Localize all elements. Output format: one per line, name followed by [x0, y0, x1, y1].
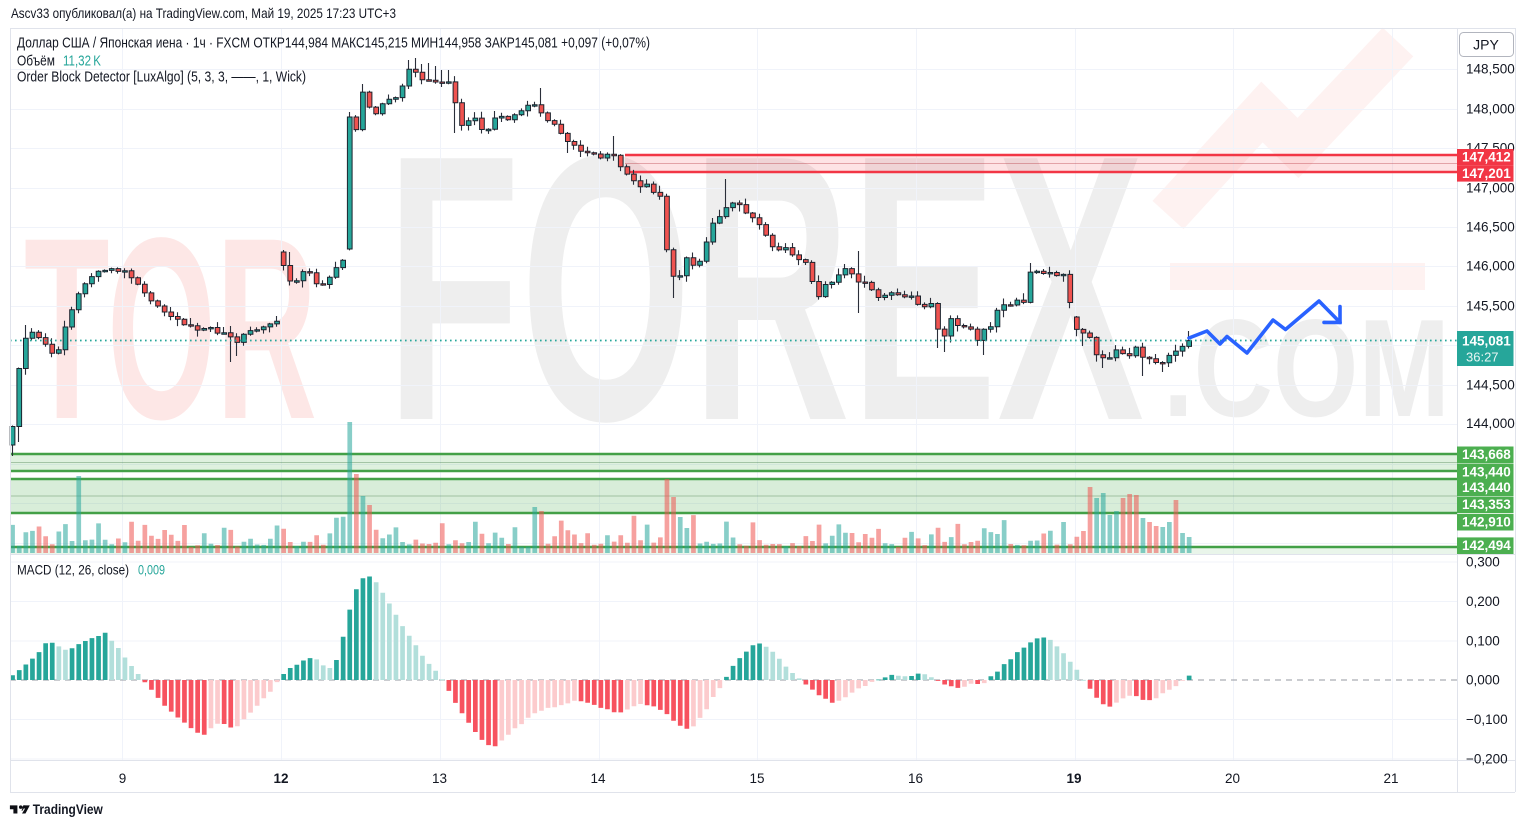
svg-text:36:27: 36:27 — [1466, 350, 1499, 365]
svg-text:Доллар США / Японская иена · 1: Доллар США / Японская иена · 1ч · FXCM О… — [17, 36, 650, 52]
svg-text:144,000: 144,000 — [1466, 416, 1515, 431]
svg-text:0,000: 0,000 — [1466, 673, 1500, 688]
svg-text:148,000: 148,000 — [1466, 102, 1515, 117]
svg-text:21: 21 — [1383, 771, 1398, 786]
svg-text:JPY: JPY — [1473, 37, 1499, 53]
svg-text:16: 16 — [908, 771, 923, 786]
svg-text:147,412: 147,412 — [1462, 150, 1511, 165]
svg-text:145,500: 145,500 — [1466, 299, 1515, 314]
svg-text:Объём: Объём — [17, 54, 55, 70]
svg-text:15: 15 — [749, 771, 764, 786]
svg-text:TradingView: TradingView — [33, 802, 103, 817]
svg-text:142,494: 142,494 — [1462, 538, 1511, 553]
svg-text:143,440: 143,440 — [1462, 464, 1511, 479]
svg-text:0,200: 0,200 — [1466, 594, 1500, 609]
svg-text:147,201: 147,201 — [1462, 166, 1511, 181]
svg-text:12: 12 — [273, 771, 288, 786]
svg-text:144,500: 144,500 — [1466, 377, 1515, 392]
svg-text:FOREX: FOREX — [386, 77, 1145, 500]
svg-text:MACD (12, 26, close): MACD (12, 26, close) — [17, 562, 129, 578]
svg-text:Ascv33 опубликовал(а) на Tradi: Ascv33 опубликовал(а) на TradingView.com… — [11, 5, 396, 21]
svg-text:14: 14 — [590, 771, 606, 786]
svg-text:0,100: 0,100 — [1466, 634, 1500, 649]
svg-text:11,32 K: 11,32 K — [63, 54, 101, 70]
svg-text:143,353: 143,353 — [1462, 497, 1511, 512]
svg-text:146,000: 146,000 — [1466, 259, 1515, 274]
svg-text:0,009: 0,009 — [138, 562, 165, 578]
svg-text:19: 19 — [1066, 771, 1081, 786]
svg-text:Order Block Detector [LuxAlgo]: Order Block Detector [LuxAlgo] (5, 3, 3,… — [17, 70, 306, 86]
svg-text:147,000: 147,000 — [1466, 181, 1515, 196]
svg-text:20: 20 — [1225, 771, 1240, 786]
svg-text:13: 13 — [432, 771, 447, 786]
svg-text:−0,200: −0,200 — [1466, 752, 1508, 767]
svg-text:143,440: 143,440 — [1462, 480, 1511, 495]
svg-text:0,300: 0,300 — [1466, 555, 1500, 570]
svg-text:143,668: 143,668 — [1462, 447, 1511, 462]
svg-text:9: 9 — [119, 771, 127, 786]
svg-text:142,910: 142,910 — [1462, 515, 1511, 530]
svg-text:145,081: 145,081 — [1462, 334, 1511, 349]
svg-text:.COM: .COM — [1163, 291, 1450, 446]
svg-text:148,500: 148,500 — [1466, 62, 1515, 77]
svg-text:−0,100: −0,100 — [1466, 712, 1508, 727]
svg-text:146,500: 146,500 — [1466, 220, 1515, 235]
